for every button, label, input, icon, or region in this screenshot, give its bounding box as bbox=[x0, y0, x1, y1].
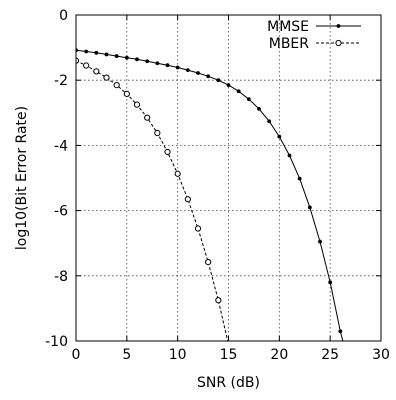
data-point-mmse bbox=[135, 57, 139, 62]
series-mber bbox=[76, 57, 229, 341]
y-tick-label: -4 bbox=[54, 138, 68, 154]
data-point-mmse bbox=[155, 61, 160, 66]
legend-marker-mber bbox=[335, 39, 342, 47]
data-point-mmse bbox=[175, 65, 180, 70]
data-point-mmse bbox=[124, 55, 129, 60]
data-point-mmse bbox=[277, 134, 282, 139]
x-tick-label: 5 bbox=[122, 347, 131, 363]
data-point-mmse bbox=[328, 280, 333, 285]
axis-ticks: 0 5 10 15 20 25 30 0 -2 -4 -6 -8 -10 bbox=[45, 8, 390, 363]
data-point-mmse bbox=[257, 106, 261, 111]
data-point-mmse bbox=[344, 349, 348, 353]
x-tick-label: 30 bbox=[372, 347, 390, 363]
data-point-mmse bbox=[287, 153, 292, 158]
data-point-mber bbox=[194, 225, 202, 232]
data-point-mmse bbox=[236, 89, 241, 94]
y-axis-label: log10(Bit Error Rate) bbox=[14, 106, 30, 250]
data-point-mber bbox=[133, 101, 141, 108]
series-layer bbox=[76, 48, 348, 353]
data-point-mmse bbox=[267, 119, 272, 124]
x-tick-label: 15 bbox=[220, 347, 238, 363]
data-point-mber bbox=[83, 62, 90, 69]
grid bbox=[76, 15, 381, 341]
data-point-mmse bbox=[338, 329, 343, 334]
data-point-mmse bbox=[94, 50, 99, 55]
series-line-mmse bbox=[76, 49, 344, 341]
data-point-mber bbox=[154, 129, 161, 137]
data-point-mmse bbox=[216, 78, 221, 83]
data-point-mmse bbox=[165, 63, 170, 68]
x-axis-label: SNR (dB) bbox=[197, 375, 260, 391]
data-point-mmse bbox=[145, 59, 150, 64]
data-point-mber bbox=[184, 196, 191, 203]
x-tick-label: 25 bbox=[321, 347, 339, 363]
y-tick-label: -10 bbox=[45, 334, 68, 350]
data-point-mber bbox=[123, 90, 130, 97]
data-point-mmse bbox=[84, 49, 89, 54]
series-line-mber bbox=[76, 60, 229, 341]
data-point-mber bbox=[113, 81, 120, 89]
data-point-mmse bbox=[297, 176, 302, 181]
data-point-mber bbox=[93, 68, 100, 75]
data-point-mmse bbox=[206, 74, 211, 79]
y-tick-label: -8 bbox=[54, 269, 68, 285]
data-point-mmse bbox=[318, 239, 322, 244]
series-mmse bbox=[76, 48, 348, 353]
data-point-mmse bbox=[114, 54, 119, 58]
legend-marker-mmse bbox=[336, 24, 341, 28]
data-point-mber bbox=[205, 259, 212, 266]
data-point-mber bbox=[174, 170, 181, 177]
data-point-mmse bbox=[104, 52, 109, 57]
legend-label-mmse: MMSE bbox=[267, 19, 309, 35]
data-point-mber bbox=[103, 74, 110, 81]
x-tick-label: 10 bbox=[169, 347, 187, 363]
data-point-mber bbox=[144, 114, 151, 121]
data-point-mber bbox=[164, 148, 171, 156]
data-point-mmse bbox=[196, 71, 200, 75]
data-point-mmse bbox=[226, 83, 231, 87]
y-tick-label: -2 bbox=[54, 73, 68, 89]
x-tick-label: 0 bbox=[72, 347, 81, 363]
data-point-mmse bbox=[185, 68, 190, 72]
data-point-mmse bbox=[246, 97, 251, 102]
data-point-mber bbox=[215, 297, 222, 304]
y-tick-label: 0 bbox=[59, 8, 68, 24]
x-tick-label: 20 bbox=[270, 347, 288, 363]
data-point-mmse bbox=[307, 205, 312, 210]
y-tick-label: -6 bbox=[54, 204, 68, 220]
legend-label-mber: MBER bbox=[269, 36, 310, 52]
